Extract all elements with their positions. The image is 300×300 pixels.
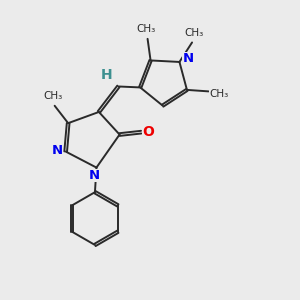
- Text: N: N: [88, 169, 100, 182]
- Text: H: H: [101, 68, 113, 82]
- Text: CH₃: CH₃: [209, 89, 229, 99]
- Text: N: N: [52, 143, 63, 157]
- Text: O: O: [142, 125, 154, 139]
- Text: CH₃: CH₃: [136, 24, 156, 34]
- Text: CH₃: CH₃: [44, 91, 63, 101]
- Text: N: N: [182, 52, 194, 65]
- Text: CH₃: CH₃: [184, 28, 203, 38]
